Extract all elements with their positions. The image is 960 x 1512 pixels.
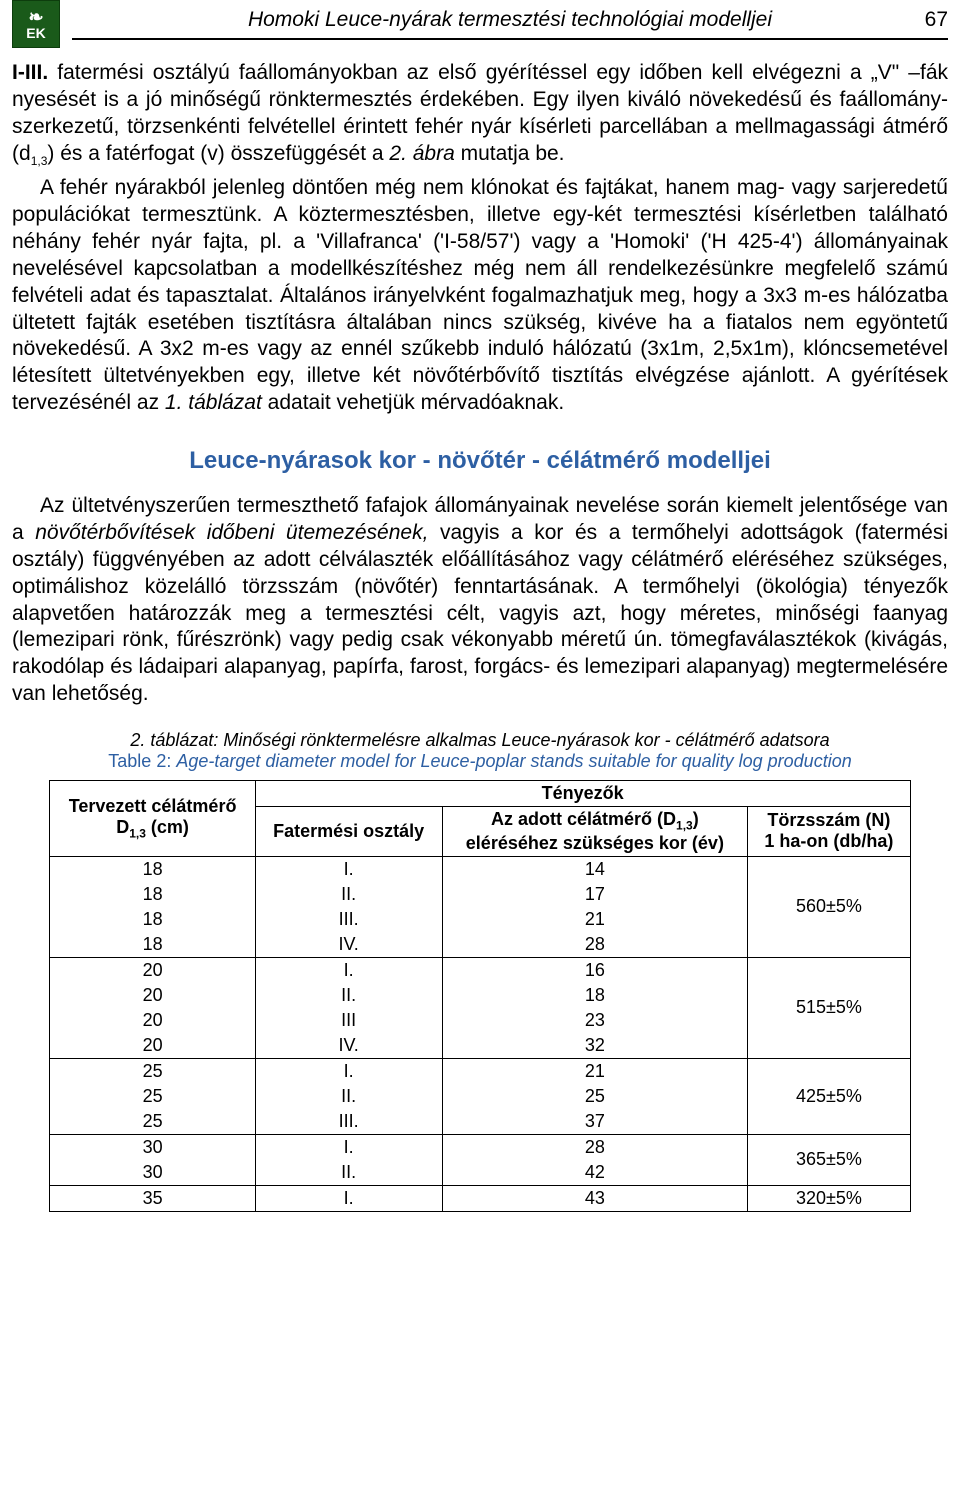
cell-diameter: 18 bbox=[50, 907, 255, 932]
cell-class: III bbox=[255, 1008, 442, 1033]
table-row: 18I.14560±5% bbox=[50, 856, 910, 882]
cell-stems: 560±5% bbox=[748, 856, 910, 957]
col-age: Az adott célátmérő (D1,3) eléréséhez szü… bbox=[442, 807, 748, 857]
cell-age: 16 bbox=[442, 957, 748, 983]
p2-tableref: 1. táblázat bbox=[165, 391, 262, 414]
cell-stems: 365±5% bbox=[748, 1134, 910, 1185]
cell-stems: 320±5% bbox=[748, 1185, 910, 1211]
cell-diameter: 20 bbox=[50, 983, 255, 1008]
p3-italic: növőtérbővítések időbeni ütemezésének, bbox=[35, 521, 428, 544]
p1-tail: ) és a fatérfogat (v) összefüggését a bbox=[47, 142, 389, 165]
cell-class: IV. bbox=[255, 1033, 442, 1059]
logo-text: ❧ EK bbox=[26, 8, 45, 40]
cell-age: 42 bbox=[442, 1160, 748, 1186]
table-row: 35I.43320±5% bbox=[50, 1185, 910, 1211]
cell-diameter: 20 bbox=[50, 1008, 255, 1033]
table-row: 30I.28365±5% bbox=[50, 1134, 910, 1160]
table-caption: 2. táblázat: Minőségi rönktermelésre alk… bbox=[12, 730, 948, 772]
cell-diameter: 20 bbox=[50, 1033, 255, 1059]
cell-class: I. bbox=[255, 1058, 442, 1084]
leaf-icon: ❧ bbox=[28, 7, 43, 27]
cell-class: II. bbox=[255, 1160, 442, 1186]
cell-class: III. bbox=[255, 907, 442, 932]
p1-figref: 2. ábra bbox=[389, 142, 454, 165]
cell-class: III. bbox=[255, 1109, 442, 1135]
cell-diameter: 18 bbox=[50, 882, 255, 907]
cell-stems: 515±5% bbox=[748, 957, 910, 1058]
p2-body: A fehér nyárakból jelenleg döntően még n… bbox=[12, 176, 948, 414]
table-caption-hu: 2. táblázat: Minőségi rönktermelésre alk… bbox=[12, 730, 948, 751]
logo: ❧ EK bbox=[12, 0, 60, 48]
cell-diameter: 30 bbox=[50, 1134, 255, 1160]
table-row: 25I.21425±5% bbox=[50, 1058, 910, 1084]
p1-sub: 1,3 bbox=[31, 154, 48, 168]
cell-age: 28 bbox=[442, 1134, 748, 1160]
p1-end: mutatja be. bbox=[455, 142, 565, 165]
cell-class: I. bbox=[255, 1134, 442, 1160]
table-body: 18I.14560±5%18II.1718III.2118IV.2820I.16… bbox=[50, 856, 910, 1211]
cell-age: 21 bbox=[442, 1058, 748, 1084]
col-factors: Tényezők bbox=[255, 781, 910, 807]
paragraph-3: Az ültetvényszerűen termeszthető fafajok… bbox=[12, 493, 948, 708]
cell-diameter: 25 bbox=[50, 1084, 255, 1109]
cell-stems: 425±5% bbox=[748, 1058, 910, 1134]
running-head: Homoki Leuce-nyárak termesztési technoló… bbox=[72, 8, 948, 36]
cell-class: II. bbox=[255, 882, 442, 907]
data-table: Tervezett célátmérő D1,3 (cm) Tényezők F… bbox=[49, 780, 910, 1212]
cell-class: I. bbox=[255, 856, 442, 882]
page-number: 67 bbox=[925, 8, 948, 32]
section-heading: Leuce-nyárasok kor - növőtér - célátmérő… bbox=[12, 447, 948, 475]
cell-age: 32 bbox=[442, 1033, 748, 1059]
col-class: Fatermési osztály bbox=[255, 807, 442, 857]
cell-age: 21 bbox=[442, 907, 748, 932]
p3-rest: vagyis a kor és a termőhelyi adottságok … bbox=[12, 521, 948, 705]
cell-age: 25 bbox=[442, 1084, 748, 1109]
header-title-wrap: Homoki Leuce-nyárak termesztési technoló… bbox=[72, 8, 948, 40]
page-header: ❧ EK Homoki Leuce-nyárak termesztési tec… bbox=[12, 0, 948, 48]
cell-diameter: 20 bbox=[50, 957, 255, 983]
paragraph-1: I-III. fatermési osztályú faállományokba… bbox=[12, 60, 948, 169]
cell-age: 43 bbox=[442, 1185, 748, 1211]
table-row: 20I.16515±5% bbox=[50, 957, 910, 983]
cell-age: 28 bbox=[442, 932, 748, 958]
table-caption-en: Table 2: Age-target diameter model for L… bbox=[12, 751, 948, 772]
p1-lead: I-III. bbox=[12, 61, 48, 84]
col-stems: Törzsszám (N) 1 ha-on (db/ha) bbox=[748, 807, 910, 857]
cell-diameter: 18 bbox=[50, 856, 255, 882]
cell-class: II. bbox=[255, 1084, 442, 1109]
cell-class: I. bbox=[255, 957, 442, 983]
cell-class: IV. bbox=[255, 932, 442, 958]
paragraph-2: A fehér nyárakból jelenleg döntően még n… bbox=[12, 175, 948, 417]
cell-class: I. bbox=[255, 1185, 442, 1211]
cell-diameter: 25 bbox=[50, 1058, 255, 1084]
cell-diameter: 25 bbox=[50, 1109, 255, 1135]
cell-age: 14 bbox=[442, 856, 748, 882]
cell-age: 18 bbox=[442, 983, 748, 1008]
col-diameter: Tervezett célátmérő D1,3 (cm) bbox=[50, 781, 255, 857]
cell-age: 17 bbox=[442, 882, 748, 907]
cell-diameter: 18 bbox=[50, 932, 255, 958]
table-head: Tervezett célátmérő D1,3 (cm) Tényezők F… bbox=[50, 781, 910, 857]
cell-age: 23 bbox=[442, 1008, 748, 1033]
p2-end: adatait vehetjük mérvadóaknak. bbox=[262, 391, 564, 414]
cell-age: 37 bbox=[442, 1109, 748, 1135]
cell-diameter: 35 bbox=[50, 1185, 255, 1211]
cell-diameter: 30 bbox=[50, 1160, 255, 1186]
cell-class: II. bbox=[255, 983, 442, 1008]
